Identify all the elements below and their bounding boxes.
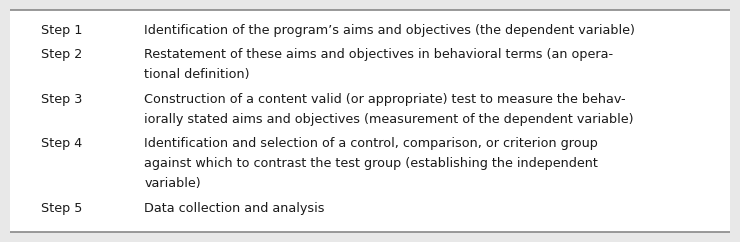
Text: Restatement of these aims and objectives in behavioral terms (an opera-: Restatement of these aims and objectives… [144,48,613,61]
Text: variable): variable) [144,177,201,190]
Text: tional definition): tional definition) [144,68,250,81]
Text: Step 1: Step 1 [41,24,82,37]
Text: Step 5: Step 5 [41,202,82,215]
Text: Step 2: Step 2 [41,48,82,61]
Text: iorally stated aims and objectives (measurement of the dependent variable): iorally stated aims and objectives (meas… [144,113,633,126]
Text: Data collection and analysis: Data collection and analysis [144,202,325,215]
Text: Step 4: Step 4 [41,137,82,150]
Text: Identification and selection of a control, comparison, or criterion group: Identification and selection of a contro… [144,137,598,150]
Text: Step 3: Step 3 [41,93,82,106]
Text: Construction of a content valid (or appropriate) test to measure the behav-: Construction of a content valid (or appr… [144,93,626,106]
Text: Identification of the program’s aims and objectives (the dependent variable): Identification of the program’s aims and… [144,24,635,37]
Text: against which to contrast the test group (establishing the independent: against which to contrast the test group… [144,157,598,170]
